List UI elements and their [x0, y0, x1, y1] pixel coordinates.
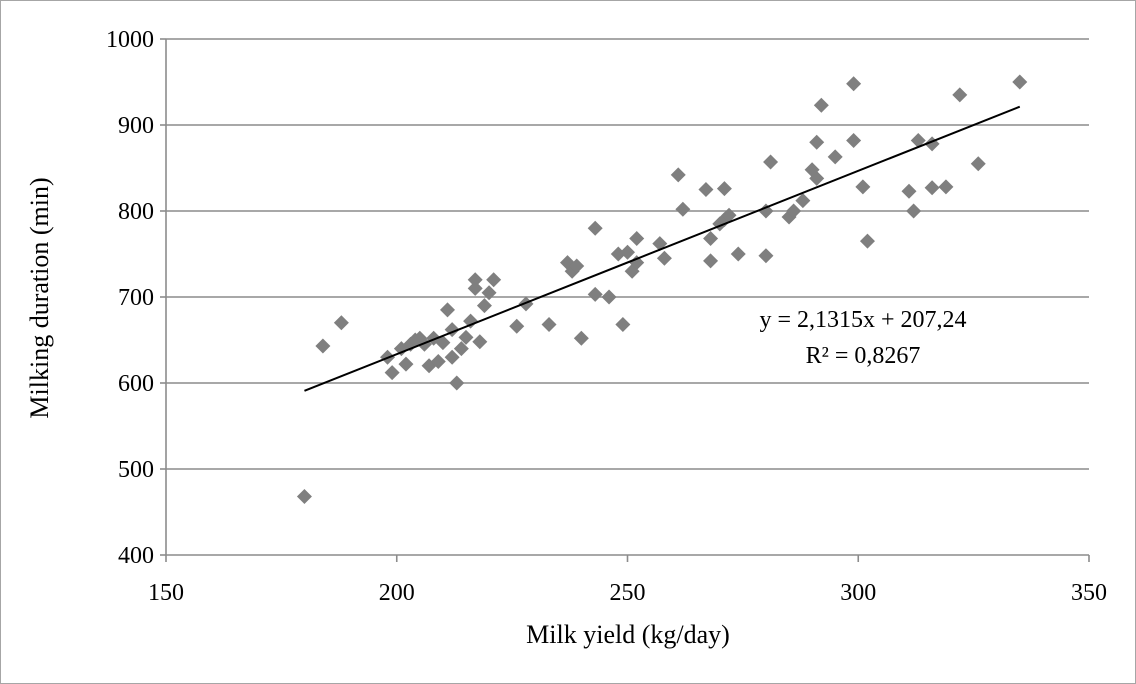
- data-point-48: [698, 182, 714, 197]
- data-point-57: [758, 248, 774, 264]
- data-point-1: [315, 338, 331, 354]
- data-point-2: [333, 315, 349, 331]
- data-point-42: [629, 231, 645, 247]
- data-point-78: [970, 156, 986, 172]
- data-point-58: [763, 154, 779, 170]
- data-point-76: [938, 179, 954, 195]
- data-point-34: [573, 330, 589, 346]
- y-tick-label-600: 600: [118, 371, 154, 397]
- y-tick-label-700: 700: [118, 285, 154, 311]
- data-point-60: [786, 203, 802, 219]
- trendline: [304, 105, 1021, 392]
- data-point-39: [615, 317, 631, 333]
- data-point-22: [467, 280, 483, 296]
- data-point-70: [859, 233, 875, 249]
- data-point-45: [656, 250, 672, 266]
- data-point-18: [449, 375, 465, 391]
- data-point-16: [444, 349, 460, 365]
- data-point-33: [569, 258, 585, 274]
- data-point-73: [910, 132, 926, 148]
- trendline-line: [304, 105, 1021, 392]
- data-point-69: [855, 179, 871, 195]
- x-tick-labels: 150 200 250 300 350: [148, 580, 1107, 606]
- data-point-14: [435, 335, 451, 351]
- data-point-55: [730, 246, 746, 262]
- data-point-30: [541, 317, 557, 333]
- data-point-75: [924, 180, 940, 196]
- data-point-56: [758, 203, 774, 219]
- data-point-26: [481, 285, 497, 301]
- data-point-13: [430, 354, 446, 369]
- x-tick-label-250: 250: [610, 580, 646, 606]
- data-point-0: [296, 489, 312, 505]
- data-point-21: [463, 313, 479, 329]
- data-point-54: [721, 207, 737, 223]
- data-point-47: [675, 201, 691, 217]
- axes: [160, 38, 1090, 562]
- data-point-24: [472, 334, 488, 350]
- x-tick-label-350: 350: [1071, 580, 1107, 606]
- y-tick-label-900: 900: [118, 113, 154, 139]
- data-point-25: [476, 298, 492, 314]
- data-point-23: [467, 272, 483, 288]
- x-tick-label-200: 200: [379, 580, 415, 606]
- y-tick-label-400: 400: [118, 543, 154, 569]
- data-point-63: [809, 170, 825, 186]
- y-tick-label-800: 800: [118, 199, 154, 225]
- r-squared-label: R² = 0,8267: [806, 343, 921, 369]
- data-point-79: [1012, 74, 1028, 90]
- data-point-66: [827, 149, 843, 165]
- y-tick-label-1000: 1000: [106, 27, 154, 53]
- data-point-53: [716, 181, 732, 197]
- x-tick-label-300: 300: [840, 580, 876, 606]
- data-point-15: [440, 302, 456, 318]
- data-point-35: [587, 220, 603, 236]
- data-point-37: [601, 289, 617, 305]
- y-tick-labels: 400 500 600 700 800 900 1000: [106, 27, 154, 569]
- data-point-40: [620, 244, 635, 260]
- y-tick-label-500: 500: [118, 457, 154, 483]
- data-point-61: [795, 193, 811, 209]
- gridlines: [166, 38, 1089, 470]
- data-point-10: [416, 336, 432, 352]
- data-point-38: [610, 246, 626, 262]
- data-point-4: [384, 365, 400, 381]
- data-point-77: [952, 87, 968, 103]
- data-point-50: [703, 231, 719, 247]
- data-point-43: [629, 255, 645, 271]
- data-point-68: [846, 132, 862, 148]
- data-point-28: [509, 318, 525, 334]
- data-point-20: [458, 329, 474, 345]
- data-points: [296, 74, 1028, 505]
- y-axis-title: Milking duration (min): [25, 177, 54, 418]
- x-tick-label-150: 150: [148, 580, 184, 606]
- data-point-72: [906, 203, 922, 219]
- data-point-64: [809, 134, 825, 150]
- trendline-equation: y = 2,1315x + 207,24: [759, 307, 966, 333]
- data-point-49: [703, 253, 719, 269]
- data-point-46: [670, 167, 686, 183]
- data-point-19: [453, 341, 469, 357]
- x-axis-title: Milk yield (kg/day): [526, 620, 730, 649]
- data-point-27: [486, 272, 502, 288]
- data-point-36: [587, 286, 603, 302]
- data-point-65: [813, 97, 829, 113]
- data-point-71: [901, 183, 917, 199]
- data-point-67: [846, 76, 862, 92]
- data-point-6: [398, 356, 414, 372]
